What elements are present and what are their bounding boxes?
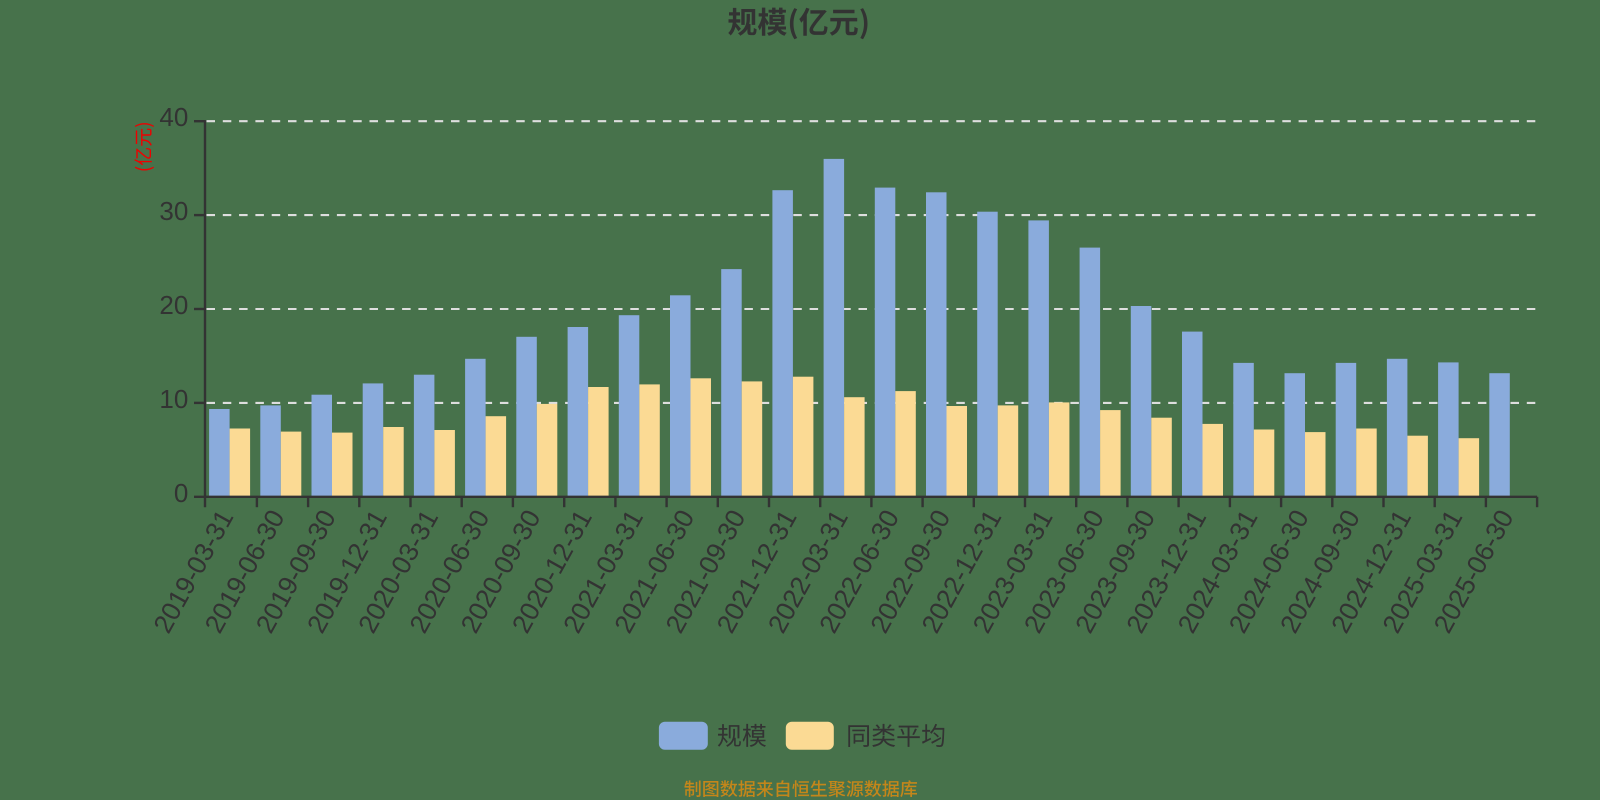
svg-text:10: 10: [159, 384, 188, 414]
svg-text:0: 0: [174, 478, 188, 508]
svg-text:30: 30: [159, 196, 188, 226]
svg-text:20: 20: [159, 290, 188, 320]
svg-text:40: 40: [159, 102, 188, 132]
